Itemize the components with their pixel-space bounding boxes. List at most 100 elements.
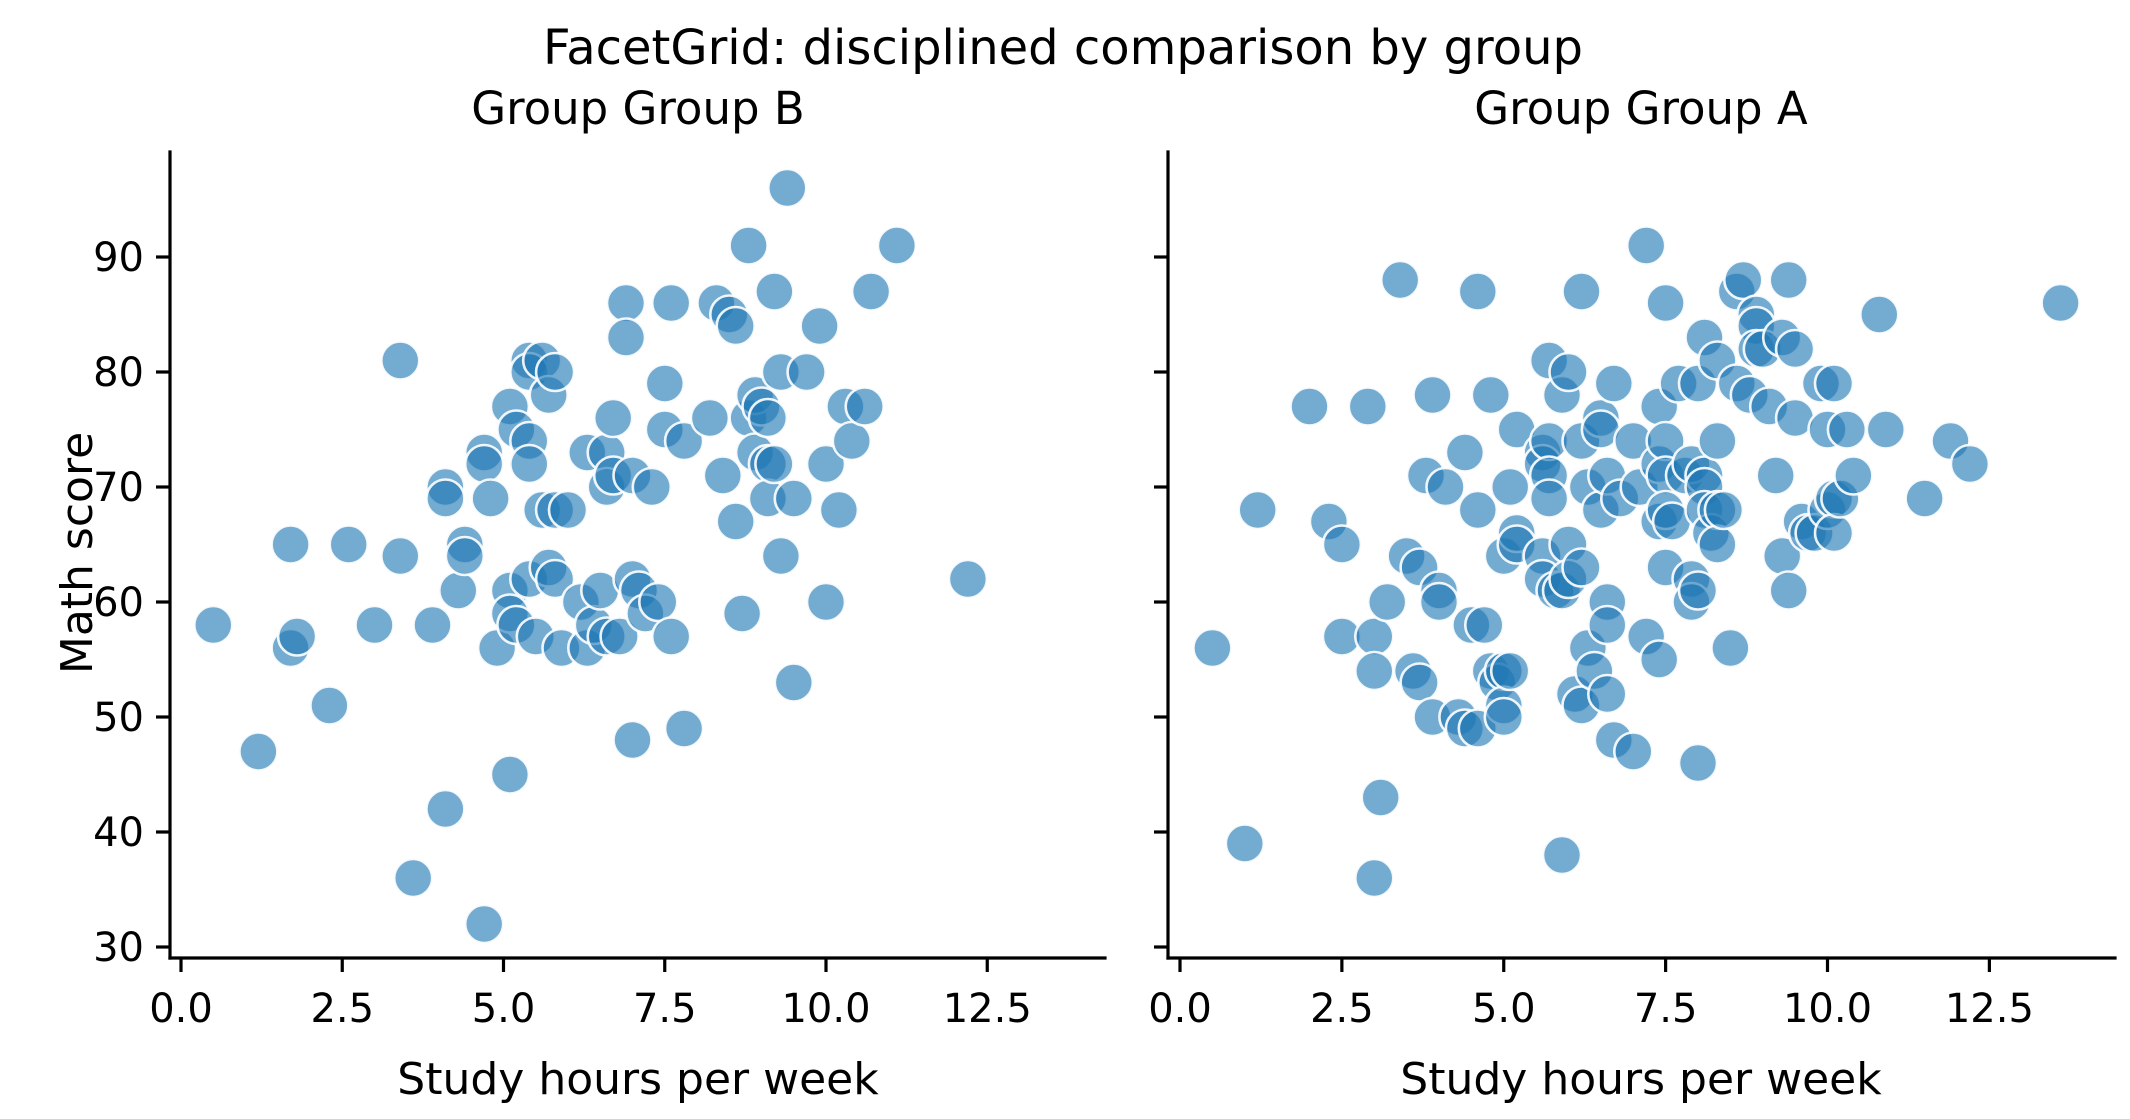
data-point [773, 662, 815, 703]
data-point [1768, 259, 1809, 301]
data-point [1768, 570, 1809, 611]
axes-layer: 0.0 2.5 5.0 7.5 10.0 12.5 30 40 50 60 70 80 90 0.0 2.5… [93, 150, 2117, 1032]
data-point [1425, 466, 1466, 508]
data-point [1703, 489, 1745, 531]
y-tick-label: 40 [93, 810, 144, 856]
y-axis-label: Math score [52, 432, 103, 674]
data-point [1192, 627, 1233, 669]
data-point [463, 903, 505, 945]
data-point [444, 535, 486, 577]
x-axis-label-right: Study hours per week [1400, 1054, 1882, 1105]
data-point [1677, 570, 1719, 611]
data-point [1638, 639, 1680, 680]
data-point [1457, 489, 1499, 531]
data-point [1723, 259, 1764, 301]
data-point [1548, 351, 1589, 393]
data-point [1904, 478, 1945, 519]
data-point [1237, 489, 1278, 531]
y-tick-label: 80 [93, 350, 144, 396]
x-axis-label-left: Study hours per week [397, 1054, 879, 1105]
y-tick-label: 30 [93, 925, 144, 971]
data-point [1412, 374, 1453, 416]
data-point [1354, 650, 1395, 692]
data-point [605, 317, 647, 358]
data-point [534, 351, 576, 393]
data-point [650, 282, 692, 324]
data-point [1645, 282, 1686, 324]
data-point [644, 363, 686, 404]
data-point [599, 616, 640, 657]
data-point [1360, 777, 1401, 818]
data-point [238, 731, 279, 772]
data-point [754, 271, 795, 312]
x-tick-label: 10.0 [1783, 986, 1872, 1032]
data-point [1697, 524, 1738, 565]
data-point [715, 501, 757, 542]
data-point [328, 524, 370, 565]
data-point [1587, 673, 1628, 715]
x-tick-label: 12.5 [1945, 986, 2034, 1032]
data-point [1347, 386, 1389, 427]
data-point [799, 305, 840, 347]
x-tick-label: 7.5 [633, 986, 697, 1032]
data-point [1528, 478, 1570, 519]
data-point [1354, 857, 1395, 899]
data-point [1224, 823, 1266, 864]
data-point [721, 593, 763, 634]
data-point [850, 271, 892, 312]
data-point [1813, 363, 1855, 404]
data-point [1833, 455, 1874, 496]
data-point [702, 455, 744, 496]
data-point [612, 719, 653, 761]
data-point [831, 420, 873, 462]
data-point [663, 420, 705, 462]
data-point [1483, 696, 1525, 738]
data-point [1399, 662, 1440, 703]
data-point [1755, 455, 1796, 496]
x-tick-label: 5.0 [1472, 986, 1536, 1032]
data-point [773, 478, 815, 519]
data-point [489, 754, 531, 795]
data-point [1949, 443, 1991, 485]
data-point [547, 489, 589, 531]
data-point [1418, 581, 1460, 623]
data-point [508, 443, 550, 485]
data-point [1593, 363, 1635, 404]
data-point [1710, 627, 1751, 669]
data-point [1457, 271, 1499, 312]
data-point [379, 535, 421, 577]
data-point [1677, 742, 1719, 784]
data-point [470, 478, 511, 519]
x-tick-label: 12.5 [943, 986, 1032, 1032]
data-point [1289, 386, 1330, 427]
data-point [1541, 834, 1583, 876]
x-tick-label: 2.5 [310, 986, 374, 1032]
data-point [1321, 524, 1363, 565]
data-point [1774, 328, 1816, 370]
x-tick-label: 5.0 [472, 986, 536, 1032]
y-tick-label: 50 [93, 695, 144, 741]
data-point [1354, 616, 1395, 657]
data-point [844, 386, 886, 427]
data-point [605, 282, 647, 324]
y-tick-label: 60 [93, 580, 144, 626]
data-point [379, 340, 421, 381]
data-point [631, 466, 673, 508]
facet-title-left: Group Group B [471, 82, 804, 135]
x-tick-label: 2.5 [1310, 986, 1374, 1032]
data-point [412, 604, 453, 646]
data-point [193, 604, 234, 646]
facet-title-right: Group Group A [1474, 82, 1808, 135]
y-tick-label: 90 [93, 235, 144, 281]
data-point [766, 167, 808, 209]
data-point [637, 581, 679, 623]
data-point [1859, 294, 1900, 335]
data-point [876, 225, 918, 266]
data-point [1470, 374, 1512, 416]
data-point [947, 558, 989, 600]
data-point [392, 857, 434, 899]
data-point [270, 524, 311, 565]
data-point [1489, 466, 1531, 508]
data-point [534, 558, 576, 600]
